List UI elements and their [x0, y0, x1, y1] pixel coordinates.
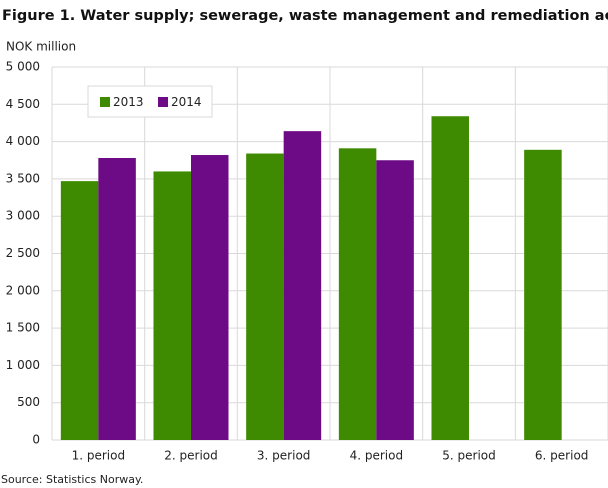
bar — [98, 158, 136, 440]
y-tick-label: 0 — [32, 433, 40, 447]
y-tick-label: 4 000 — [6, 134, 40, 148]
legend-label: 2014 — [171, 95, 202, 109]
chart-title: Figure 1. Water supply; sewerage, waste … — [2, 8, 608, 24]
bar — [191, 155, 229, 440]
bar — [283, 131, 322, 440]
bar — [376, 160, 414, 440]
legend-swatch — [158, 97, 168, 107]
bar — [60, 181, 99, 440]
y-tick-label: 2 000 — [6, 283, 40, 297]
y-tick-label: 3 500 — [6, 171, 40, 185]
y-tick-label: 1 000 — [6, 358, 40, 372]
x-tick-label: 3. period — [257, 449, 311, 463]
y-tick-label: 500 — [17, 395, 40, 409]
y-tick-label: 4 500 — [6, 97, 40, 111]
bar — [431, 116, 469, 441]
x-tick-label: 6. period — [535, 449, 589, 463]
y-axis-label: NOK million — [6, 40, 76, 54]
x-tick-label: 2. period — [164, 449, 218, 463]
legend-swatch — [100, 97, 110, 107]
y-tick-label: 5 000 — [6, 60, 40, 74]
x-tick-label: 1. period — [72, 449, 126, 463]
bar — [524, 149, 562, 440]
bar — [153, 171, 191, 440]
source-note: Source: Statistics Norway. — [1, 473, 143, 486]
y-tick-label: 1 500 — [6, 321, 40, 335]
x-tick-label: 4. period — [350, 449, 404, 463]
y-tick-label: 3 000 — [6, 209, 40, 223]
x-tick-label: 5. period — [442, 449, 496, 463]
y-tick-label: 2 500 — [6, 246, 40, 260]
legend-label: 2013 — [113, 95, 144, 109]
bar — [246, 153, 284, 440]
bar — [338, 148, 377, 440]
